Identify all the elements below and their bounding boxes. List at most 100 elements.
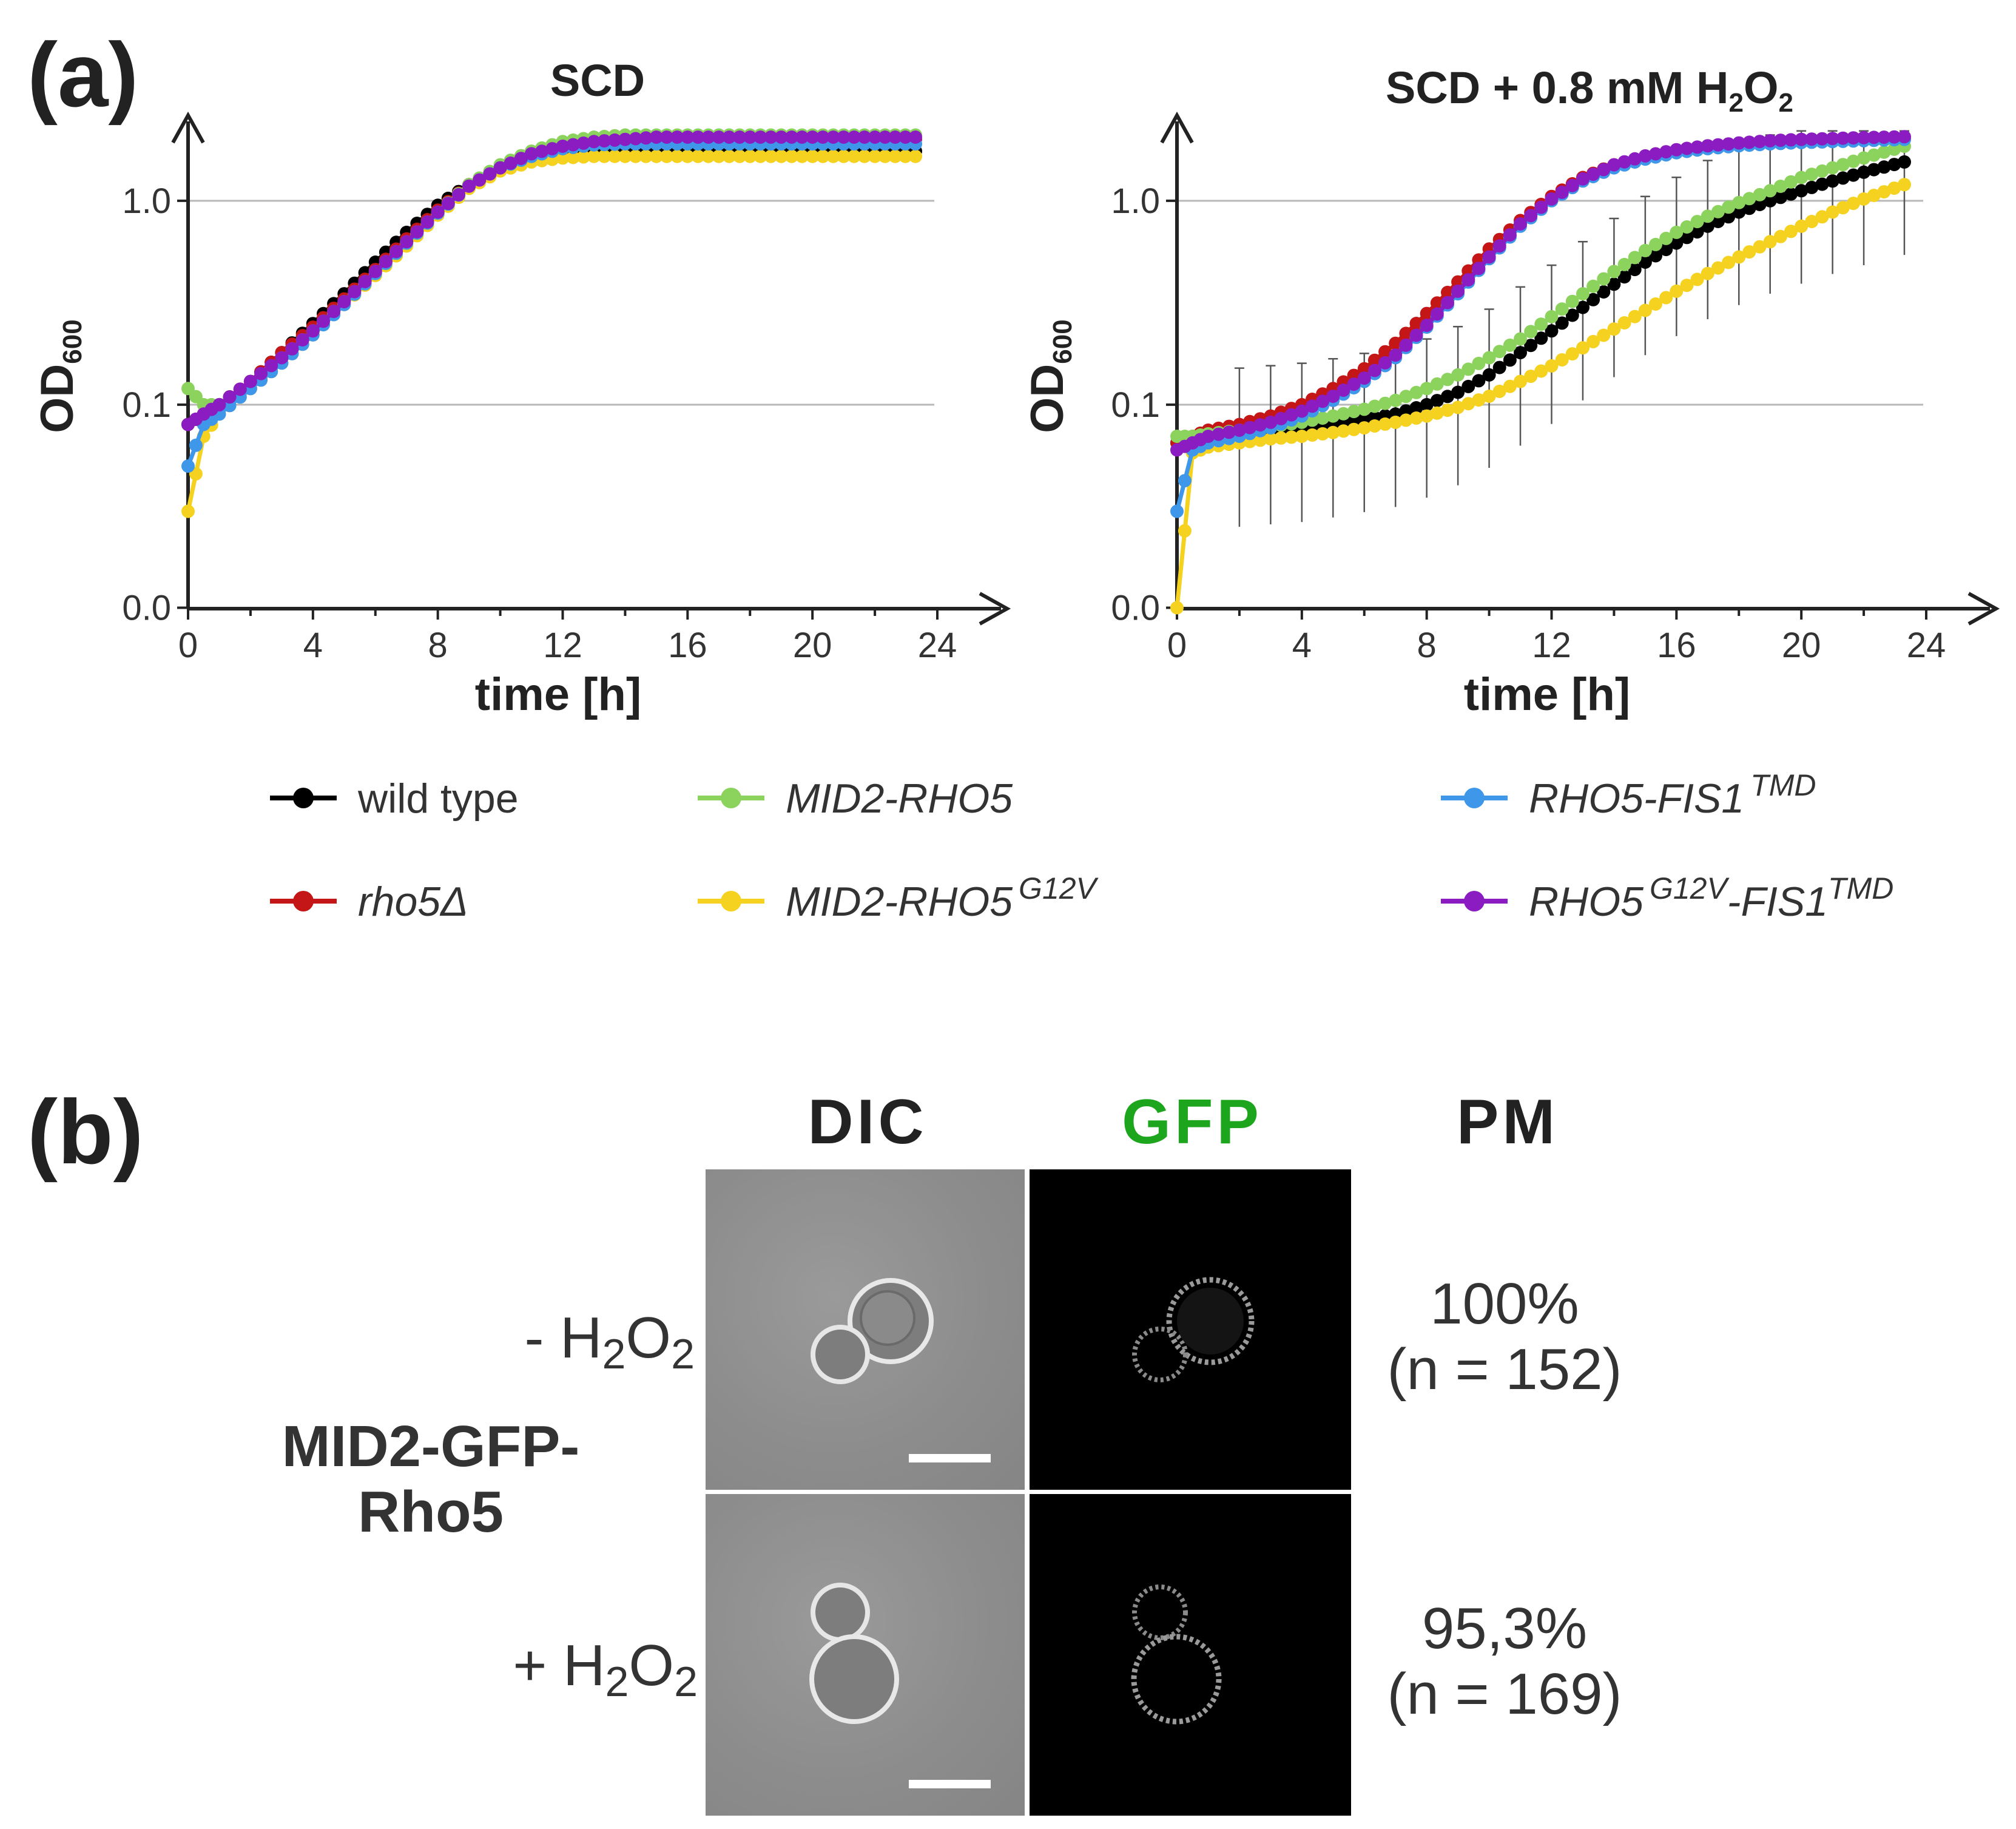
series-line — [187, 135, 915, 427]
data-point — [1628, 309, 1642, 323]
legend-label: RHO5-FIS1 TMD — [1529, 768, 1816, 822]
data-point — [545, 142, 559, 156]
data-point — [1555, 302, 1569, 316]
legend-swatch-dot — [293, 891, 314, 911]
data-point — [1628, 251, 1642, 265]
data-point — [1482, 390, 1496, 403]
data-point — [317, 314, 330, 328]
data-point — [1399, 338, 1413, 352]
data-point — [1649, 297, 1662, 311]
growth-charts: SCD 0 4 8 12 16 20 24 0.0 0.1 1.0 time [h] OD600… — [32, 55, 2000, 720]
data-point — [265, 359, 278, 373]
yeast-cells-gfp — [1132, 1277, 1255, 1382]
data-point — [1347, 377, 1361, 391]
data-point — [1326, 390, 1340, 403]
data-point — [1597, 163, 1611, 177]
data-point — [1441, 373, 1454, 387]
legend-label: RHO5 G12V-FIS1TMD — [1529, 871, 1893, 925]
data-point — [1492, 360, 1506, 374]
data-point — [857, 149, 871, 163]
gfp-header: GFP — [1122, 1087, 1263, 1157]
pm-percent: 95,3% — [1421, 1596, 1588, 1661]
data-point — [1274, 431, 1288, 445]
data-point — [576, 150, 590, 164]
data-point — [504, 156, 517, 170]
data-point — [837, 149, 851, 163]
data-point — [212, 397, 226, 411]
x-tick-label: 16 — [1657, 626, 1696, 665]
data-point — [295, 333, 309, 347]
data-point — [764, 130, 778, 144]
data-point — [1492, 384, 1506, 398]
data-point — [1399, 413, 1413, 427]
data-point — [1461, 273, 1475, 287]
data-point — [1659, 291, 1673, 305]
data-point — [868, 130, 882, 144]
data-point — [1461, 362, 1475, 376]
x-tick-label: 0 — [178, 626, 198, 665]
data-point — [1576, 287, 1590, 301]
legend-swatch-dot — [293, 788, 314, 808]
data-point — [1492, 239, 1506, 253]
data-point — [608, 149, 622, 163]
row-label-plus-h2o2: + H2O2 — [513, 1633, 698, 1705]
data-point — [1763, 184, 1777, 198]
y-tick-label: 0.0 — [1111, 589, 1160, 628]
data-point — [462, 179, 476, 193]
data-point — [608, 133, 622, 147]
data-point — [452, 188, 465, 201]
data-point — [1795, 219, 1809, 233]
data-point — [1857, 165, 1871, 179]
data-point — [1326, 409, 1340, 423]
data-point — [733, 130, 747, 144]
data-point — [1617, 316, 1631, 330]
data-point — [587, 135, 601, 149]
data-point — [1722, 200, 1736, 214]
data-point — [1178, 524, 1192, 538]
data-point — [1430, 296, 1444, 310]
data-point — [566, 150, 580, 164]
data-point — [1295, 430, 1309, 443]
data-point — [1472, 356, 1486, 370]
x-tick-label: 16 — [668, 626, 707, 665]
data-point — [722, 149, 736, 163]
data-point — [1680, 279, 1694, 292]
data-point — [784, 130, 798, 144]
data-point — [857, 130, 871, 144]
legend-swatch-dot — [721, 788, 741, 808]
data-point — [1763, 194, 1777, 208]
data-point — [1670, 225, 1684, 239]
data-point — [1701, 139, 1714, 153]
data-point — [1399, 404, 1413, 418]
x-tick-label: 4 — [1292, 626, 1312, 665]
gfp-image-plus-h2o2 — [1030, 1494, 1351, 1816]
data-point — [1555, 185, 1569, 199]
data-point — [1659, 145, 1673, 159]
svg-text:OD600: OD600 — [32, 319, 87, 433]
data-point — [1212, 427, 1225, 441]
data-point — [1607, 265, 1621, 279]
data-point — [1887, 130, 1901, 144]
yeast-cells-dic — [809, 1583, 899, 1724]
legend-label: wild type — [357, 776, 519, 822]
data-point — [1306, 413, 1319, 427]
data-point — [1378, 356, 1392, 370]
data-point — [681, 149, 695, 163]
data-point — [1607, 277, 1621, 291]
y-tick-label: 0.0 — [122, 589, 171, 628]
data-point — [1617, 270, 1631, 284]
data-point — [618, 132, 632, 146]
data-point — [598, 149, 612, 163]
data-point — [189, 438, 203, 452]
data-point — [1441, 296, 1454, 309]
data-point — [1503, 338, 1517, 352]
pm-value-minus-h2o2: 100% (n = 152) — [1335, 1271, 1674, 1402]
data-point — [649, 130, 663, 144]
data-point — [753, 130, 767, 144]
data-point — [1638, 255, 1652, 269]
series-2 — [1170, 140, 1911, 443]
data-point — [691, 149, 705, 163]
data-point — [1524, 339, 1538, 353]
data-point — [1857, 130, 1871, 144]
data-point — [1711, 138, 1725, 152]
